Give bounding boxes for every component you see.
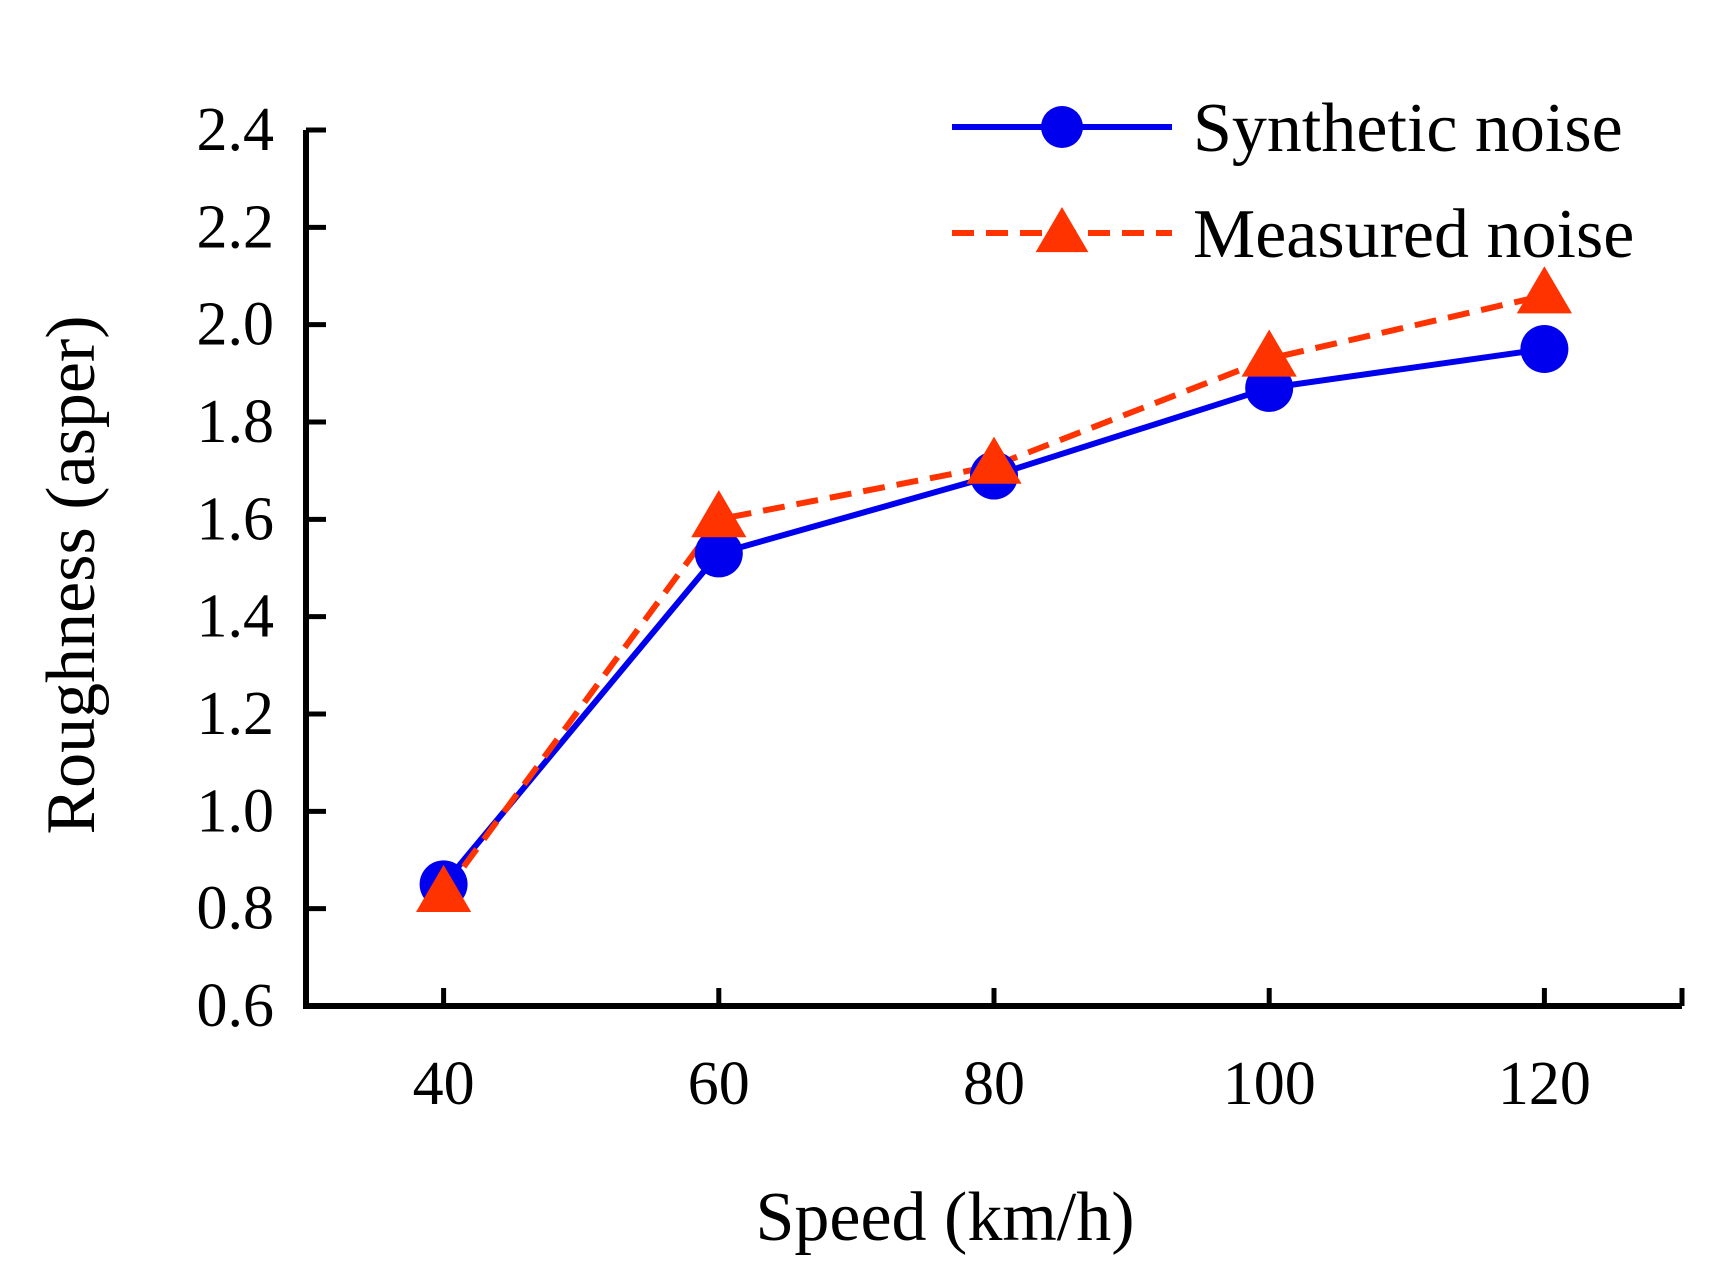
- series-layer: [416, 266, 1572, 912]
- legend-marker-2: [1035, 207, 1089, 253]
- legend-label-2: Measured noise: [1193, 196, 1634, 273]
- series-2-point: [1241, 329, 1297, 377]
- y-tick-label: 0.8: [197, 875, 275, 943]
- legend-label-1: Synthetic noise: [1193, 90, 1623, 167]
- y-tick-label: 1.8: [197, 388, 275, 456]
- legend-marker-1: [1041, 106, 1083, 148]
- y-tick-label: 1.0: [197, 777, 275, 845]
- x-tick-label: 80: [963, 1050, 1025, 1118]
- x-axis-title: Speed (km/h): [755, 1179, 1134, 1256]
- y-tick-label: 1.2: [197, 680, 275, 748]
- series-line-1: [441, 346, 1545, 887]
- x-tick-label: 100: [1223, 1050, 1316, 1118]
- series-1-point: [694, 529, 743, 578]
- series-2-point: [416, 864, 472, 912]
- series-2-point: [966, 436, 1022, 484]
- y-tick-label: 1.4: [197, 583, 275, 651]
- y-tick-label: 0.6: [197, 972, 275, 1040]
- x-tick-label: 40: [413, 1050, 475, 1118]
- y-tick-label: 2.0: [197, 291, 275, 359]
- legend: Synthetic noise Measured noise: [952, 90, 1634, 273]
- x-tick-label: 120: [1498, 1050, 1591, 1118]
- y-tick-label: 1.6: [197, 485, 275, 553]
- y-tick-label: 2.2: [197, 193, 275, 261]
- x-tick-label: 60: [688, 1050, 750, 1118]
- series-1-point: [1520, 325, 1569, 373]
- series-2-point: [691, 490, 747, 538]
- y-axis-title: Roughness (asper): [33, 315, 110, 834]
- y-tick-label: 2.4: [197, 96, 275, 164]
- series-2-point: [1516, 266, 1572, 314]
- axes: 0.6 0.8 1.0 1.2 1.4 1.6 1.8 2.0 2.2 2.4 40 60 80 100 1…: [197, 96, 1685, 1118]
- series-line-2: [441, 292, 1546, 896]
